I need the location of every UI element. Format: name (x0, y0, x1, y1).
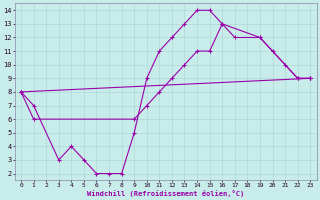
X-axis label: Windchill (Refroidissement éolien,°C): Windchill (Refroidissement éolien,°C) (87, 190, 244, 197)
